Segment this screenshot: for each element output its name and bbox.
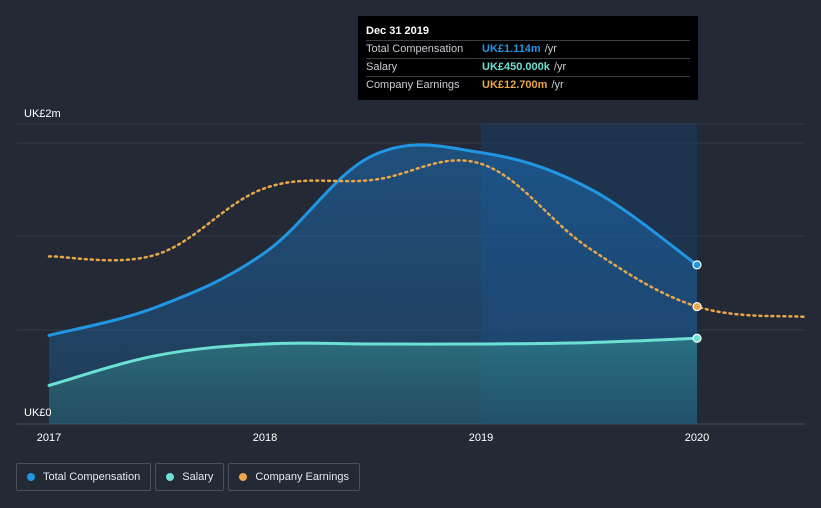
tooltip-row-value: UK£450.000k — [482, 61, 550, 73]
salary-point — [692, 333, 702, 343]
legend-item-salary[interactable]: Salary — [155, 463, 225, 491]
legend-dot-icon — [239, 473, 248, 481]
legend-label: Salary — [182, 471, 214, 483]
tooltip-row-name: Salary — [366, 61, 398, 73]
tooltip-date: Dec 31 2019 — [366, 25, 429, 37]
salary-area — [49, 338, 697, 424]
chart-legend: Total Compensation Salary Company Earnin… — [16, 463, 360, 491]
tooltip-row-value: UK£12.700m — [482, 79, 548, 91]
legend-label: Company Earnings — [255, 471, 349, 483]
tooltip-row-unit: /yr — [544, 43, 557, 55]
legend-item-total-compensation[interactable]: Total Compensation — [16, 463, 152, 491]
tooltip-row-total-compensation: Total Compensation UK£1.114m /yr — [366, 40, 690, 58]
tooltip-row-unit: /yr — [551, 79, 564, 91]
y-tick-label: UK£0 — [24, 407, 52, 419]
salary-line — [47, 336, 699, 387]
legend-item-company-earnings[interactable]: Company Earnings — [228, 463, 360, 491]
tooltip-row-value: UK£1.114m — [482, 43, 541, 55]
compensation-chart: 2017 2018 2019 2020 UK£0 UK£2m — [17, 108, 807, 444]
company-earnings-point — [692, 301, 702, 312]
legend-dot-icon — [166, 473, 175, 481]
x-tick-label: 2019 — [469, 432, 493, 444]
company-earnings-line — [47, 159, 807, 319]
total-compensation-line — [47, 143, 699, 337]
x-tick-label: 2017 — [37, 432, 61, 444]
x-tick-label: 2020 — [685, 432, 709, 444]
tooltip-row-name: Company Earnings — [366, 79, 460, 91]
chart-tooltip: Dec 31 2019 Total Compensation UK£1.114m… — [358, 16, 698, 100]
tooltip-row-unit: /yr — [553, 61, 567, 73]
x-tick-label: 2018 — [253, 432, 277, 444]
tooltip-row-company-earnings: Company Earnings UK£12.700m /yr — [366, 76, 690, 94]
legend-label: Total Compensation — [43, 471, 141, 483]
tooltip-row-salary: Salary UK£450.000k /yr — [366, 58, 690, 76]
legend-dot-icon — [27, 473, 35, 481]
y-tick-label: UK£2m — [24, 108, 61, 120]
tooltip-row-name: Total Compensation — [366, 43, 464, 55]
total-compensation-point — [692, 260, 702, 270]
